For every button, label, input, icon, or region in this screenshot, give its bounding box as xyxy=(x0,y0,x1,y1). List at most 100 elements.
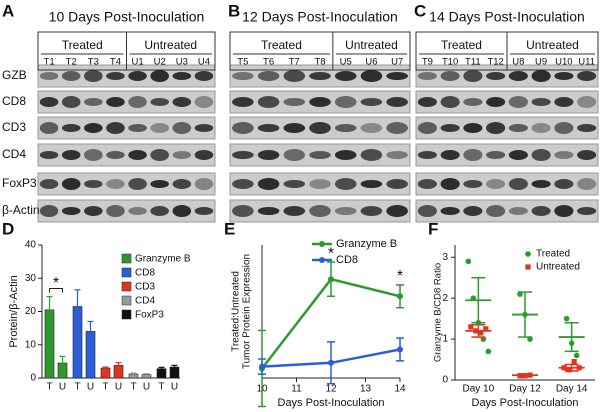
blot-band xyxy=(508,178,528,190)
blot-band xyxy=(463,98,483,106)
blot-band xyxy=(194,150,214,160)
panel-title: 12 Days Post-Inoculation xyxy=(242,9,398,25)
x-tick-label: T xyxy=(46,382,52,393)
lane-label: T10 xyxy=(442,57,458,68)
blot-band xyxy=(508,96,528,108)
blot-band xyxy=(84,123,103,133)
row-label: GZB xyxy=(2,68,27,82)
x-tick-label: T xyxy=(74,382,80,393)
blot-band xyxy=(440,71,460,81)
blot-band xyxy=(440,207,460,215)
point xyxy=(468,324,474,330)
blot-band xyxy=(360,98,383,106)
group-label: Treated xyxy=(441,38,482,52)
y-tick-label: 2 xyxy=(442,293,448,304)
row-label: CD4 xyxy=(2,147,26,161)
blot-band xyxy=(417,72,437,80)
x-tick-label: Day 10 xyxy=(462,384,494,395)
blot-band xyxy=(463,149,483,161)
blot-strip xyxy=(229,172,411,196)
blot-band xyxy=(463,70,483,82)
x-tick-label: T xyxy=(130,382,136,393)
blot-band xyxy=(257,124,280,132)
panel-letter: F xyxy=(428,219,438,238)
panel-letter: A xyxy=(2,1,14,20)
group-label: Untreated xyxy=(144,38,197,52)
lane-label: T12 xyxy=(487,57,503,68)
blot-band xyxy=(486,97,506,107)
blot-band xyxy=(39,151,59,159)
bar xyxy=(100,367,111,379)
blot-band xyxy=(334,124,357,132)
blot-band xyxy=(257,71,280,81)
annotation: * xyxy=(53,275,59,292)
blot-band xyxy=(508,124,528,132)
blot-band xyxy=(309,151,331,159)
blot-band xyxy=(417,205,437,217)
legend-label: CD3 xyxy=(135,282,155,293)
blot-band xyxy=(334,207,357,215)
blot-band xyxy=(232,179,254,189)
blot-band xyxy=(531,70,551,82)
blot-band xyxy=(61,71,81,81)
y-tick-label: 20 xyxy=(25,306,37,317)
x-tick-label: 13 xyxy=(360,384,372,395)
blot-band xyxy=(554,179,574,189)
blot-band xyxy=(150,98,169,106)
x-tick-label: U xyxy=(171,382,178,393)
blot-band xyxy=(440,178,460,190)
blot-band xyxy=(417,179,437,189)
blot-band xyxy=(360,206,383,216)
blot-band xyxy=(386,72,408,80)
blot-band xyxy=(360,149,383,161)
legend-label: Treated xyxy=(536,249,570,260)
blot-band xyxy=(417,151,437,159)
point xyxy=(483,326,489,332)
blot-strip xyxy=(415,90,599,114)
x-tick-label: 14 xyxy=(394,384,406,395)
blot-band xyxy=(360,180,383,188)
blot-band xyxy=(172,205,192,217)
lane-label: U7 xyxy=(391,57,403,68)
blot-band xyxy=(577,150,597,160)
x-tick-label: Day 14 xyxy=(556,384,588,395)
legend-swatch xyxy=(121,309,132,320)
blot-band xyxy=(150,70,169,82)
blot-band xyxy=(194,124,214,132)
legend-swatch xyxy=(121,295,132,306)
lane-label: U5 xyxy=(340,57,352,68)
panel-letter: C xyxy=(414,1,426,20)
lane-label: T11 xyxy=(465,57,481,68)
blot-band xyxy=(283,98,306,106)
blot-band xyxy=(334,178,357,190)
group-label: Treated xyxy=(261,38,302,52)
blot-band xyxy=(61,178,81,190)
blot-band xyxy=(386,179,408,189)
blot-band xyxy=(106,72,125,80)
blot-band xyxy=(577,71,597,81)
blot-band xyxy=(232,72,254,80)
blot-band xyxy=(61,124,81,132)
x-tick-label: U xyxy=(143,382,150,393)
blot-band xyxy=(531,180,551,188)
blot-band xyxy=(150,123,169,133)
y-tick-label: 1 xyxy=(442,334,448,345)
blot-band xyxy=(554,205,574,217)
blot-strip xyxy=(37,199,216,223)
blot-band xyxy=(172,179,192,189)
blot-band xyxy=(150,180,169,188)
blot-band xyxy=(106,97,125,107)
group-label: Untreated xyxy=(526,38,579,52)
blot-band xyxy=(150,149,169,161)
y-tick-label: 0 xyxy=(442,375,448,386)
blot-band xyxy=(128,207,147,215)
blot-band xyxy=(440,124,460,132)
legend-label: Granzyme B xyxy=(336,238,397,250)
blot-strip xyxy=(37,172,216,196)
x-tick-label: T xyxy=(102,382,108,393)
blot-band xyxy=(463,123,483,133)
blot-band xyxy=(232,151,254,159)
blot-band xyxy=(531,98,551,106)
lane-label: T2 xyxy=(66,57,77,68)
panel-title: 10 Days Post-Inoculation xyxy=(49,9,205,25)
